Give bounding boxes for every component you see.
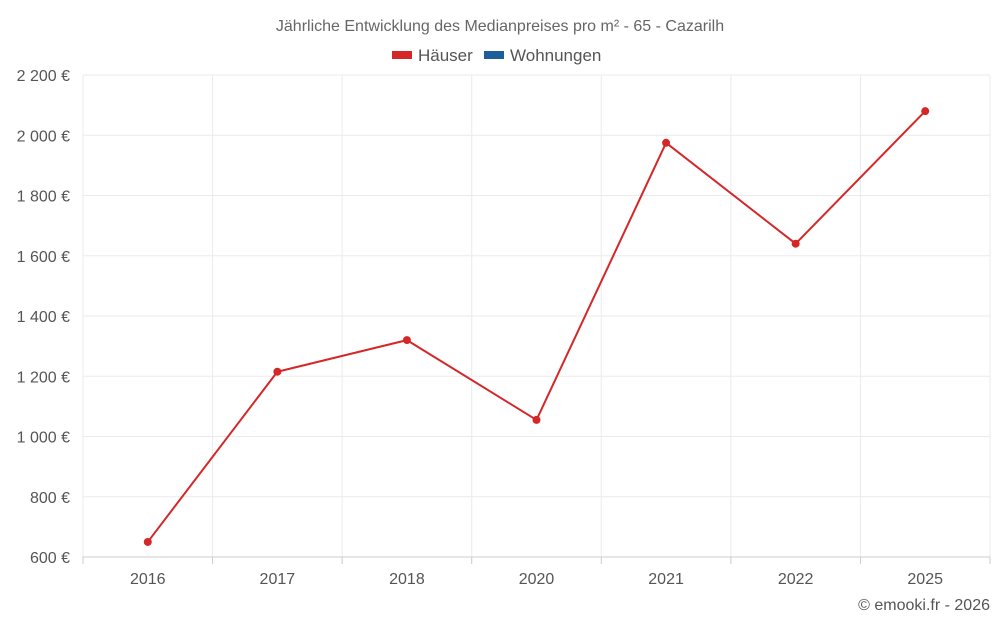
legend-item-apartments[interactable]: Wohnungen bbox=[484, 46, 601, 65]
y-tick-label: 1 400 € bbox=[17, 309, 70, 326]
data-point[interactable] bbox=[791, 239, 800, 248]
y-tick-label: 1 200 € bbox=[17, 369, 70, 386]
x-tick-label: 2017 bbox=[260, 571, 296, 588]
y-tick-label: 2 000 € bbox=[17, 128, 70, 145]
chart-title: Jährliche Entwicklung des Medianpreises … bbox=[276, 18, 724, 35]
data-point[interactable] bbox=[532, 415, 541, 424]
credit-text: © emooki.fr - 2026 bbox=[858, 597, 990, 614]
x-tick-label: 2022 bbox=[778, 571, 814, 588]
y-tick-label: 600 € bbox=[30, 550, 70, 567]
data-point[interactable] bbox=[143, 537, 152, 546]
legend-label-apartments: Wohnungen bbox=[510, 46, 601, 65]
data-point[interactable] bbox=[662, 138, 671, 147]
legend-label-houses: Häuser bbox=[418, 46, 473, 65]
y-tick-label: 800 € bbox=[30, 490, 70, 507]
y-tick-label: 1 600 € bbox=[17, 249, 70, 266]
legend: Häuser Wohnungen bbox=[392, 46, 601, 65]
x-tick-label: 2021 bbox=[648, 571, 684, 588]
data-point[interactable] bbox=[921, 107, 930, 116]
y-tick-label: 2 200 € bbox=[17, 68, 70, 85]
data-point[interactable] bbox=[273, 367, 282, 376]
legend-item-houses[interactable]: Häuser bbox=[392, 46, 473, 65]
legend-swatch-houses bbox=[392, 51, 412, 59]
axes: 600 € 800 € 1 000 € 1 200 € 1 400 € 1 600 € 1 … bbox=[17, 68, 991, 588]
grid bbox=[82, 74, 991, 558]
data-point[interactable] bbox=[402, 336, 411, 345]
series-line-0 bbox=[146, 110, 926, 543]
legend-swatch-apartments bbox=[484, 51, 504, 59]
y-tick-label: 1 000 € bbox=[17, 430, 70, 447]
x-tick-label: 2016 bbox=[130, 571, 166, 588]
x-tick-label: 2018 bbox=[389, 571, 425, 588]
plot-area bbox=[143, 107, 930, 546]
x-tick-label: 2020 bbox=[519, 571, 555, 588]
y-tick-label: 1 800 € bbox=[17, 189, 70, 206]
x-tick-label: 2025 bbox=[907, 571, 943, 588]
